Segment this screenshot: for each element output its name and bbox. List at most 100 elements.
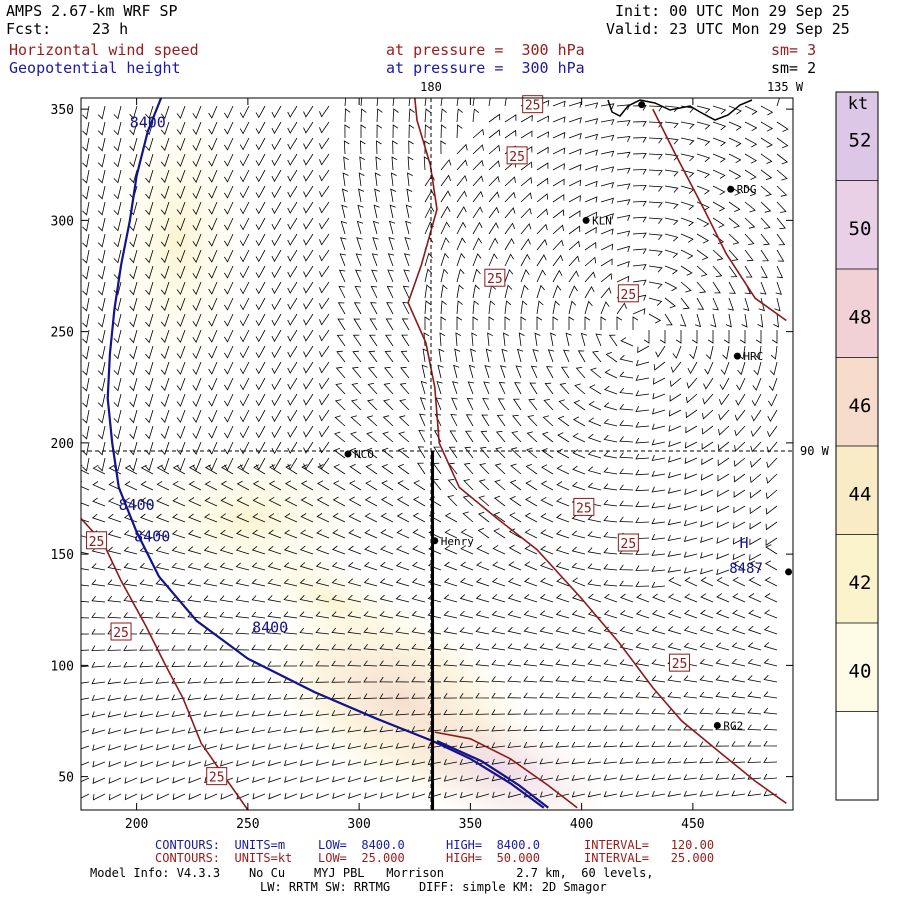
wind-barb [765, 544, 778, 555]
wind-barb [160, 409, 170, 424]
wind-barb [299, 759, 314, 766]
wind-barb [81, 665, 90, 668]
wind-barb [97, 313, 106, 328]
wind-barb [523, 626, 538, 635]
wind-barb [271, 153, 282, 167]
wind-barb [616, 167, 631, 174]
wind-barb [523, 725, 538, 732]
wind-barb [315, 743, 330, 750]
wind-barb [332, 529, 346, 539]
wind-barb [731, 757, 746, 764]
wind-barb [82, 185, 90, 200]
wind-barb [204, 497, 218, 507]
wind-barb [219, 661, 234, 667]
wind-barb [696, 297, 705, 310]
wind-barb [741, 313, 748, 328]
colorbar-segment [836, 623, 878, 712]
wind-barb [757, 313, 764, 328]
wind-barb [760, 153, 773, 164]
wind-barb [472, 108, 480, 123]
wind-barb [155, 727, 170, 734]
wind-barb [763, 625, 778, 635]
wind-barb [747, 724, 762, 731]
height-contour-label: 8400 [130, 113, 166, 131]
wind-barb [408, 124, 415, 139]
wind-barb [339, 253, 346, 267]
wind-barb [552, 100, 566, 108]
wind-barb [552, 178, 565, 187]
wind-barb [299, 578, 314, 587]
wind-barb [472, 253, 482, 267]
wind-barb [587, 791, 602, 798]
wind-barb [571, 643, 586, 651]
wind-barb [767, 409, 778, 423]
wind-barb [616, 120, 631, 126]
wind-barb [251, 628, 266, 635]
wind-barb [528, 398, 538, 411]
wind-barb [744, 201, 756, 213]
wind-barb [587, 708, 602, 715]
station-label: Henry [441, 535, 474, 548]
wind-barb [440, 108, 447, 123]
wind-barb [667, 550, 682, 557]
wind-barb [396, 512, 410, 523]
wind-barb [413, 480, 426, 491]
wind-barb [683, 567, 698, 574]
wind-barb [350, 415, 362, 427]
wind-barb [129, 345, 138, 360]
wind-barb [475, 725, 490, 732]
wind-barb [315, 693, 330, 700]
wind-barb [235, 710, 250, 717]
wind-barb [192, 105, 202, 119]
wind-barb [584, 211, 598, 219]
wind-barb [664, 185, 679, 193]
wind-barb [352, 334, 362, 347]
wind-barb [145, 441, 154, 456]
wind-barb [160, 153, 170, 168]
wind-barb [488, 113, 501, 123]
wind-barb [555, 546, 570, 555]
wind-barb [715, 658, 730, 667]
wind-barb [556, 464, 570, 475]
wind-barb [139, 661, 154, 668]
wind-barb [432, 478, 442, 491]
wind-barb [379, 594, 394, 603]
wind-barb [208, 329, 218, 343]
wind-barb [255, 345, 266, 359]
wind-barb [145, 409, 154, 424]
wind-barb [427, 775, 442, 782]
wind-barb [491, 627, 506, 635]
wind-barb [333, 464, 346, 475]
wind-barb [176, 249, 186, 264]
wind-barb [208, 233, 218, 247]
wind-barb [255, 297, 266, 311]
wind-barb [348, 529, 362, 539]
wind-barb [363, 709, 378, 716]
wind-barb [253, 464, 266, 475]
wind-barb [406, 188, 413, 203]
wind-barb [160, 329, 170, 344]
wind-barb [669, 393, 682, 402]
wind-barb [156, 777, 170, 784]
wind-barb [331, 710, 346, 716]
wind-barb [113, 425, 122, 440]
wind-barb [504, 268, 514, 283]
wind-barb [235, 529, 250, 539]
wind-barb [451, 397, 458, 411]
wind-barb [472, 300, 480, 315]
wind-barb [568, 132, 582, 140]
wind-barb [652, 393, 666, 400]
wind-barb [684, 457, 698, 464]
wind-barb [619, 708, 634, 715]
wind-barb [380, 545, 394, 555]
wind-barb [145, 345, 154, 360]
wind-barb [616, 302, 627, 315]
wind-barb [271, 329, 282, 343]
wind-barb [82, 201, 90, 216]
wind-contour-label: 25 [621, 288, 637, 303]
wind-barb [208, 185, 218, 199]
wind-barb [635, 485, 650, 492]
wind-barb [171, 562, 186, 571]
wind-barb [363, 627, 378, 635]
wind-barb [160, 361, 170, 376]
